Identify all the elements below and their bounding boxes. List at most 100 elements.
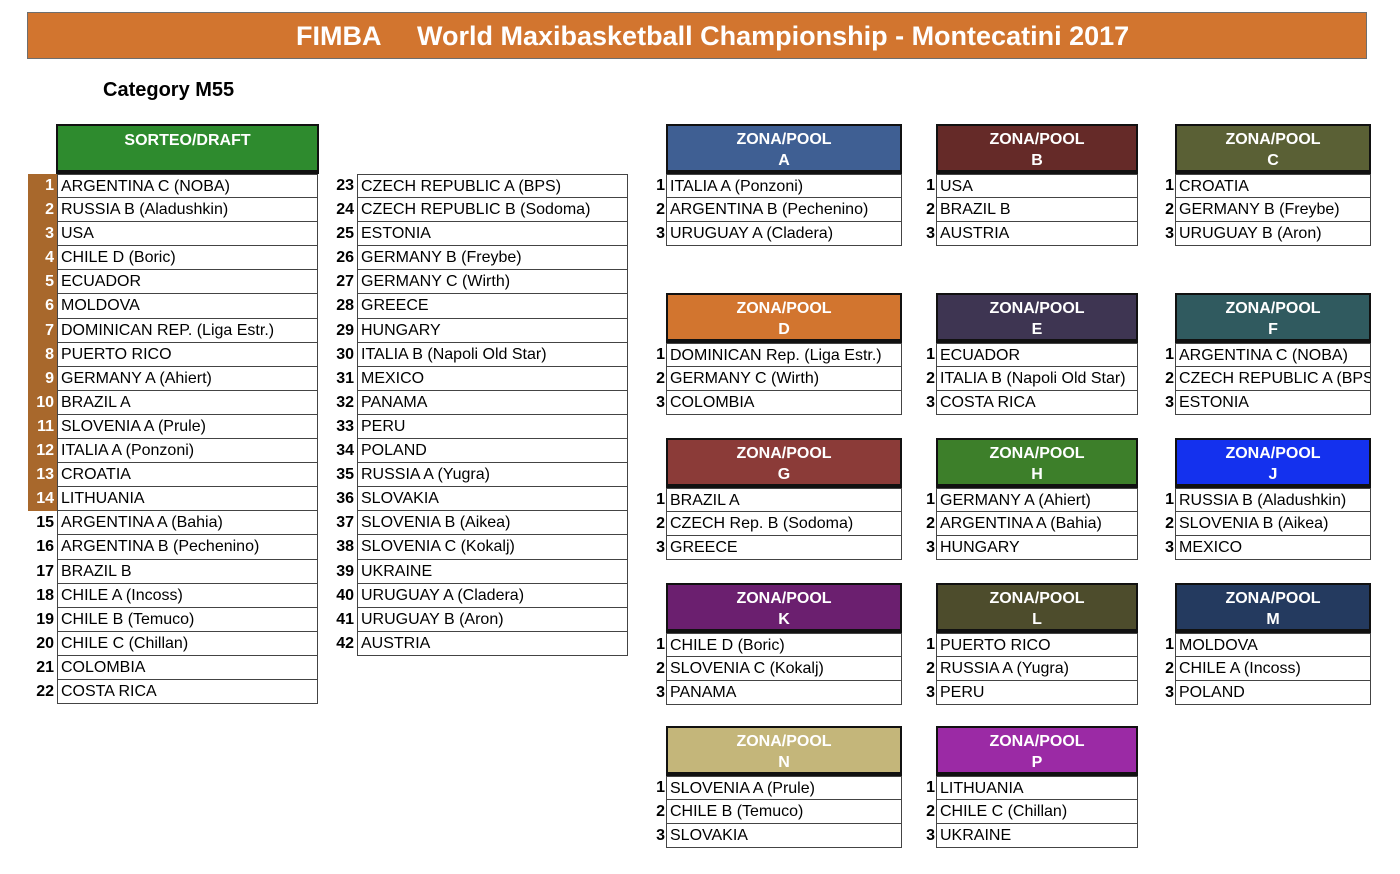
draft-team: LITHUANIA <box>57 487 318 512</box>
draft-number: 21 <box>36 658 54 676</box>
draft-team: BRAZIL A <box>57 390 318 415</box>
pool-position: 1 <box>656 779 665 796</box>
pool-position: 1 <box>656 491 665 508</box>
draft-number: 36 <box>336 490 354 508</box>
draft-number: 22 <box>36 682 54 700</box>
pool-position: 3 <box>656 394 665 412</box>
pool-letter: N <box>778 754 790 771</box>
pool-position: 3 <box>926 684 935 702</box>
pool-position: 3 <box>656 827 665 845</box>
pool-label: ZONA/POOL <box>1225 131 1321 148</box>
pool-header: ZONA/POOL K <box>666 583 902 633</box>
pool-header: ZONA/POOL E <box>936 293 1138 343</box>
pool-team: POLAND <box>1175 681 1371 706</box>
draft-number: 39 <box>336 562 354 580</box>
pool-team: PERU <box>936 681 1138 706</box>
category-label: Category M55 <box>103 79 235 101</box>
pool-header: ZONA/POOL J <box>1175 438 1371 488</box>
pool-team: HUNGARY <box>936 536 1138 561</box>
pool-position: 2 <box>656 660 665 678</box>
pool-label: ZONA/POOL <box>1225 300 1321 317</box>
pool-team: SLOVENIA C (Kokalj) <box>666 657 902 682</box>
pool-position: 1 <box>926 177 935 194</box>
pool-position: 3 <box>1165 539 1174 557</box>
pool-position: 1 <box>926 491 935 508</box>
draft-number: 5 <box>28 270 57 295</box>
pool-label: ZONA/POOL <box>1225 590 1321 607</box>
draft-number: 31 <box>336 369 354 387</box>
pool-team: CZECH Rep. B (Sodoma) <box>666 512 902 537</box>
pool-team: ARGENTINA A (Bahia) <box>936 512 1138 537</box>
draft-team: URUGUAY B (Aron) <box>357 607 628 632</box>
draft-number: 23 <box>336 177 354 194</box>
draft-team: GERMANY A (Ahiert) <box>57 366 318 391</box>
pool-position: 3 <box>656 225 665 243</box>
pool-team: SLOVENIA A (Prule) <box>666 776 902 801</box>
draft-number: 26 <box>336 249 354 267</box>
pool-team: ARGENTINA B (Pechenino) <box>666 198 902 223</box>
pool-team: BRAZIL B <box>936 198 1138 223</box>
pool-label: ZONA/POOL <box>736 733 832 750</box>
pool-team: MOLDOVA <box>1175 633 1371 658</box>
draft-team: UKRAINE <box>357 559 628 584</box>
pool-position: 3 <box>1165 684 1174 702</box>
pool-position: 1 <box>656 346 665 363</box>
pool-position: 1 <box>926 636 935 653</box>
draft-team: CHILE B (Temuco) <box>57 607 318 632</box>
pool-label: ZONA/POOL <box>736 131 832 148</box>
draft-number: 2 <box>28 198 57 223</box>
pool-team: ITALIA B (Napoli Old Star) <box>936 367 1138 392</box>
pool-header: ZONA/POOL C <box>1175 124 1371 174</box>
draft-team: ECUADOR <box>57 270 318 295</box>
pool-team: ECUADOR <box>936 343 1138 368</box>
pool-header: ZONA/POOL H <box>936 438 1138 488</box>
pool-position: 3 <box>926 225 935 243</box>
draft-team: USA <box>57 222 318 247</box>
draft-team: ESTONIA <box>357 222 628 247</box>
draft-team: ITALIA A (Ponzoni) <box>57 439 318 464</box>
pool-team: COSTA RICA <box>936 391 1138 416</box>
pool-team: AUSTRIA <box>936 222 1138 247</box>
pool-label: ZONA/POOL <box>736 590 832 607</box>
draft-number: 19 <box>36 610 54 628</box>
draft-team: MOLDOVA <box>57 294 318 319</box>
pool-position: 1 <box>1165 491 1174 508</box>
draft-number: 41 <box>336 610 354 628</box>
draft-number: 3 <box>28 222 57 247</box>
draft-team: POLAND <box>357 439 628 464</box>
draft-number: 28 <box>336 297 354 315</box>
pool-position: 3 <box>1165 225 1174 243</box>
pool-position: 3 <box>926 827 935 845</box>
pool-position: 3 <box>926 394 935 412</box>
draft-number: 29 <box>336 321 354 339</box>
draft-team: DOMINICAN REP. (Liga Estr.) <box>57 318 318 343</box>
draft-team: SLOVAKIA <box>357 487 628 512</box>
pool-team: MEXICO <box>1175 536 1371 561</box>
draft-number: 38 <box>336 538 354 556</box>
pool-header: ZONA/POOL D <box>666 293 902 343</box>
pool-position: 2 <box>926 515 935 533</box>
pool-label: ZONA/POOL <box>1225 445 1321 462</box>
pool-team: CZECH REPUBLIC A (BPS) <box>1175 367 1371 392</box>
draft-number: 20 <box>36 634 54 652</box>
pool-team: DOMINICAN Rep. (Liga Estr.) <box>666 343 902 368</box>
pool-position: 1 <box>926 779 935 796</box>
draft-number: 13 <box>28 463 57 488</box>
pool-label: ZONA/POOL <box>736 300 832 317</box>
draft-number: 34 <box>336 442 354 460</box>
draft-team: URUGUAY A (Cladera) <box>357 583 628 608</box>
draft-team: GERMANY B (Freybe) <box>357 246 628 271</box>
draft-team: SLOVENIA B (Aikea) <box>357 511 628 536</box>
draft-team: PERU <box>357 414 628 440</box>
draft-number: 40 <box>336 586 354 604</box>
pool-header: ZONA/POOL A <box>666 124 902 174</box>
pool-letter: P <box>1031 754 1043 771</box>
pool-position: 2 <box>1165 660 1174 678</box>
title-banner: FIMBA World Maxibasketball Championship … <box>27 12 1367 59</box>
pool-team: GERMANY B (Freybe) <box>1175 198 1371 223</box>
pool-team: ESTONIA <box>1175 391 1371 416</box>
pool-position: 2 <box>656 370 665 388</box>
draft-team: BRAZIL B <box>57 559 318 584</box>
draft-team: SLOVENIA A (Prule) <box>57 414 318 440</box>
draft-number: 33 <box>336 417 354 435</box>
